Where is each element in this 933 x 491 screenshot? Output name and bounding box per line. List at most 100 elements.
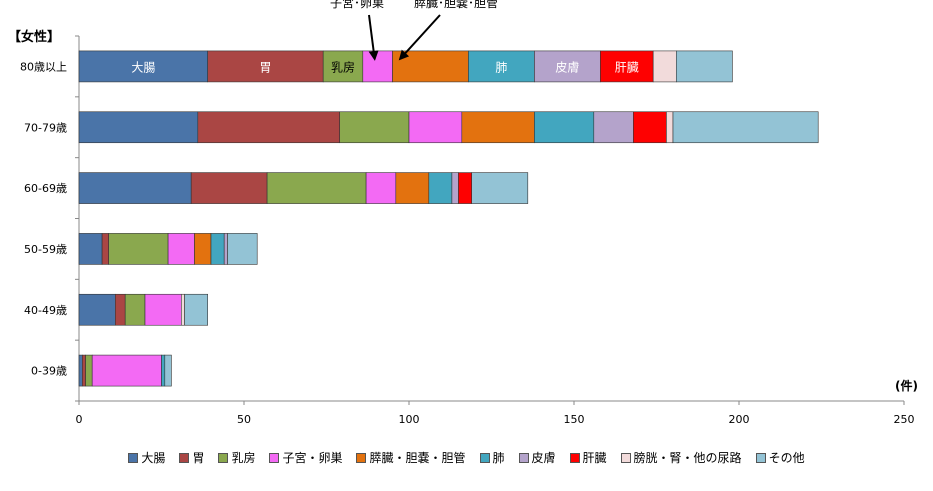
bar-segment — [392, 50, 469, 83]
legend-label: 大腸 — [141, 451, 166, 465]
x-tick-label: 200 — [729, 413, 750, 426]
bar-segment — [197, 111, 340, 144]
legend-swatch — [179, 452, 190, 463]
bar-segment — [210, 233, 225, 265]
bar-segment — [362, 50, 393, 83]
y-tick-label: 70-79歳 — [24, 121, 67, 134]
bar-segment — [144, 293, 182, 326]
bar-segment — [395, 172, 430, 204]
annotation-label: 膵臓･胆嚢･胆管 — [414, 0, 498, 10]
legend-item: 胃 — [179, 449, 204, 466]
bar-segment — [428, 172, 453, 204]
legend-swatch — [620, 452, 631, 463]
y-tick-label: 50-59歳 — [24, 243, 67, 256]
bar-segment — [167, 233, 195, 265]
x-tick-label: 250 — [894, 413, 915, 426]
segment-label: 乳房 — [331, 59, 355, 74]
legend-label: 胃 — [192, 451, 205, 465]
legend-swatch — [518, 452, 529, 463]
bar-segment — [672, 111, 819, 144]
bar-segment — [124, 293, 146, 326]
bar-segment — [600, 50, 654, 83]
legend-label: 皮膚 — [531, 451, 556, 465]
bar-segment — [322, 50, 364, 83]
bar-segment — [184, 293, 209, 326]
bar-segment — [451, 172, 459, 204]
bar-segment — [78, 233, 103, 265]
y-tick-label: 40-49歳 — [24, 304, 67, 317]
legend-item: その他 — [755, 449, 805, 466]
bar-segment — [471, 172, 529, 204]
legend-item: 乳房 — [218, 449, 255, 466]
bar-segment — [78, 293, 116, 326]
segment-label: 大腸 — [131, 60, 155, 74]
bar-segment — [194, 233, 212, 265]
legend-item: 膵臓・胆嚢・胆管 — [356, 449, 466, 466]
chart-legend: 大腸 胃 乳房 子宮・卵巣 膵臓・胆嚢・胆管 肺 皮膚 肝臓 膀胱・腎・他の尿路 その他 — [0, 449, 933, 466]
bar-segment — [652, 50, 677, 83]
legend-label: 膵臓・胆嚢・胆管 — [369, 451, 466, 465]
bar-segment — [161, 354, 166, 387]
bar-segment — [461, 111, 535, 144]
bar-segment — [365, 172, 397, 204]
bar-segment — [675, 50, 733, 83]
bar-segment — [164, 354, 172, 387]
bar-segment — [101, 233, 109, 265]
bar-segment — [78, 111, 199, 144]
bar-segment — [78, 172, 192, 204]
y-tick-label: 60-69歳 — [24, 182, 67, 195]
bar-segment — [190, 172, 268, 204]
annotation-arrow — [368, 14, 379, 61]
legend-swatch — [356, 452, 367, 463]
bar-segment — [91, 354, 162, 387]
bar-segment — [534, 50, 601, 83]
y-tick-label: 80歳以上 — [20, 60, 67, 73]
bar-segment — [115, 293, 126, 326]
legend-item: 子宮・卵巣 — [269, 449, 342, 466]
x-tick-label: 150 — [564, 413, 585, 426]
x-tick-label: 0 — [76, 413, 83, 426]
y-tick-label: 0-39歳 — [31, 365, 67, 378]
bar-segment — [207, 50, 324, 83]
bar-segment — [108, 233, 169, 265]
segment-label: 肝臓 — [615, 60, 639, 74]
legend-swatch — [569, 452, 580, 463]
bar-segment — [534, 111, 595, 144]
chart-title: 【女性】 — [8, 29, 60, 45]
bar-segment — [593, 111, 634, 144]
bar-segment — [458, 172, 472, 204]
bar-segment — [266, 172, 367, 204]
bar-segment — [85, 354, 93, 387]
segment-label: 肺 — [495, 60, 507, 74]
legend-label: 肺 — [492, 451, 505, 465]
x-tick-label: 50 — [237, 413, 251, 426]
legend-item: 皮膚 — [518, 449, 556, 466]
bar-segment — [666, 111, 674, 144]
legend-item: 肺 — [479, 449, 505, 466]
legend-label: 肝臓 — [582, 451, 607, 465]
segment-label: 皮膚 — [555, 59, 579, 74]
bar-segment — [633, 111, 667, 144]
x-tick-label: 100 — [399, 413, 420, 426]
bar-segment — [408, 111, 463, 144]
legend-label: 膀胱・腎・他の尿路 — [633, 451, 742, 465]
bar-segment — [78, 354, 83, 387]
bar-segment — [82, 354, 86, 387]
legend-item: 肝臓 — [569, 449, 607, 466]
annotation-arrow — [398, 14, 441, 61]
legend-item: 膀胱・腎・他の尿路 — [620, 449, 742, 466]
bar-segment — [223, 233, 228, 265]
segment-label: 胃 — [259, 60, 271, 74]
legend-swatch — [755, 452, 766, 463]
annotation-label: 子宮･卵巣 — [330, 0, 384, 10]
legend-label: その他 — [768, 451, 805, 465]
bar-segment — [339, 111, 410, 144]
x-axis-label: (件) — [895, 378, 918, 393]
bar-segment — [468, 50, 535, 83]
legend-label: 子宮・卵巣 — [282, 451, 343, 465]
legend-swatch — [479, 452, 490, 463]
legend-swatch — [218, 452, 229, 463]
legend-label: 乳房 — [231, 451, 256, 465]
legend-item: 大腸 — [128, 449, 165, 466]
